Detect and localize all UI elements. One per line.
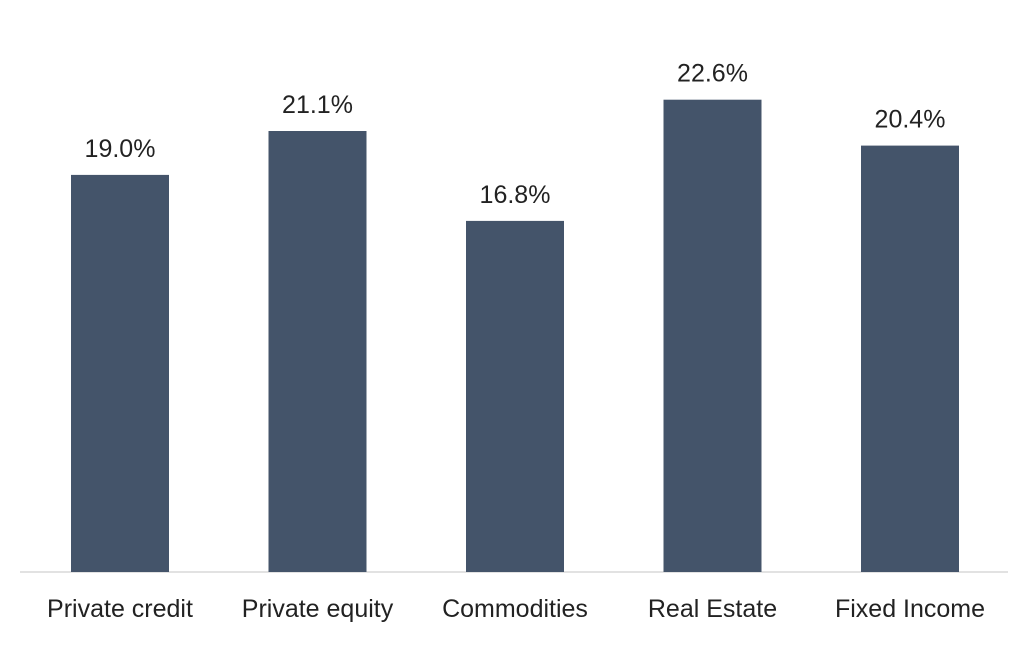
category-label-fixed-income: Fixed Income	[835, 595, 985, 623]
bars-group	[71, 99, 959, 572]
category-label-commodities: Commodities	[442, 595, 588, 623]
category-label-real-estate: Real Estate	[648, 595, 777, 623]
category-label-private-equity: Private equity	[242, 595, 394, 623]
value-label-real-estate: 22.6%	[677, 60, 748, 88]
value-label-private-equity: 21.1%	[282, 91, 353, 119]
category-label-private-credit: Private credit	[47, 595, 193, 623]
value-label-private-credit: 19.0%	[85, 135, 156, 163]
bar-private-credit	[71, 174, 169, 572]
bar-commodities	[466, 220, 564, 572]
value-label-fixed-income: 20.4%	[875, 106, 946, 134]
bar-fixed-income	[861, 145, 959, 572]
bar-private-equity	[268, 131, 367, 572]
value-label-commodities: 16.8%	[480, 181, 551, 209]
bar-real-estate	[663, 99, 762, 572]
category-labels-group: Private credit Private equity Commodities R…	[47, 595, 985, 623]
value-labels-group: 19.0% 21.1% 16.8% 22.6% 20.4%	[85, 60, 946, 209]
